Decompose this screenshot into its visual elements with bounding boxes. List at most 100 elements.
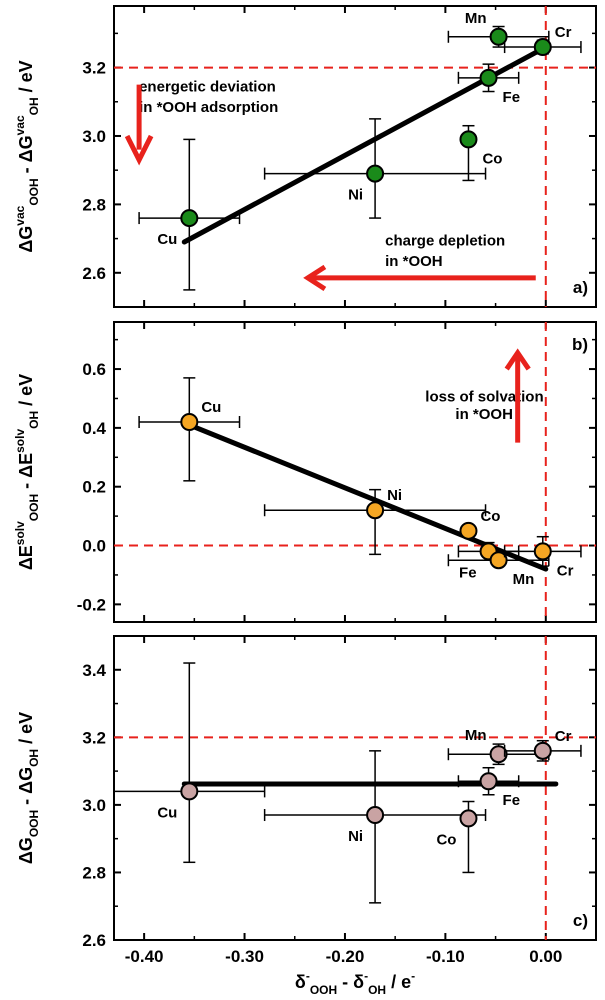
data-point <box>489 27 508 46</box>
y-label-unit: / eV <box>16 60 36 97</box>
point-label: Ni <box>387 487 402 504</box>
data-point <box>459 521 478 540</box>
data-point <box>366 806 385 825</box>
x-label-unit-sup: - <box>411 969 415 983</box>
y-label-minus: - ΔG <box>16 767 36 810</box>
annotation-text: energetic deviation <box>139 79 276 96</box>
plot-frame <box>113 321 597 623</box>
data-point <box>489 551 508 570</box>
y-label-sup: vac <box>13 115 27 135</box>
x-tick-label: -0.20 <box>326 947 365 966</box>
point-label: Fe <box>503 792 521 809</box>
y-axis-label: ΔEsolvOOH - ΔEsolvOH / eV <box>13 374 41 570</box>
arrow-head <box>504 348 531 371</box>
y-tick-label: 3.4 <box>82 661 106 680</box>
y-label-minus: - ΔG <box>16 135 36 178</box>
data-point <box>180 209 199 228</box>
point-label: Cr <box>555 24 572 41</box>
data-point <box>479 772 498 791</box>
data-point <box>180 413 199 431</box>
y-tick-label: 0.4 <box>82 419 106 438</box>
y-label-minus: - ΔE <box>16 453 36 494</box>
y-tick-label: 0.2 <box>82 478 106 497</box>
x-label-sub: OH <box>368 983 386 997</box>
y-label-sup: solv <box>13 521 27 545</box>
panel-label: b) <box>572 335 588 354</box>
y-tick-label: 2.6 <box>82 264 106 283</box>
point-label: Cu <box>201 399 221 416</box>
annotation-text: loss of solvation <box>425 388 543 405</box>
x-axis-group: -0.40 -0.30 -0.20 -0.10 0.00δ-OOH - δ-OH / e… <box>125 947 563 997</box>
point-label: Co <box>436 831 456 848</box>
y-tick-label: -0.2 <box>77 595 106 614</box>
data-point <box>459 130 478 149</box>
data-point <box>366 164 385 183</box>
annotation-text: in *OOH adsorption <box>139 99 278 116</box>
data-point <box>533 38 552 57</box>
point-label: Mn <box>465 727 487 744</box>
point-label: Cu <box>157 804 177 821</box>
panel-label: a) <box>573 278 588 297</box>
panel-label: c) <box>573 911 588 930</box>
point-label: Fe <box>459 564 477 581</box>
arrow-head <box>303 264 327 292</box>
y-label-unit: / eV <box>16 712 36 749</box>
data-point <box>489 745 508 764</box>
annotation-text: in *OOH <box>385 253 443 270</box>
y-axis-label: ΔGOOH - ΔGOH / eV <box>16 712 41 864</box>
x-label-sub: OOH <box>310 983 337 997</box>
y-label-main: ΔG <box>16 226 36 253</box>
point-label: Ni <box>348 187 363 204</box>
point-label: Ni <box>348 828 363 845</box>
x-label-main: δ <box>295 972 306 992</box>
y-label-sub: OH <box>27 749 41 767</box>
data-point <box>533 741 552 760</box>
y-label-sub: OOH <box>27 178 41 205</box>
y-label-main: ΔE <box>16 545 36 570</box>
y-tick-label: 2.8 <box>82 195 106 214</box>
y-tick-label: 3.0 <box>82 127 106 146</box>
y-tick-label: 0.0 <box>82 537 106 556</box>
y-tick-label: 0.6 <box>82 360 106 379</box>
y-axis-label: ΔGvacOOH - ΔGvacOH / eV <box>13 60 41 252</box>
data-point <box>180 782 199 801</box>
x-label-sup: - <box>364 969 368 983</box>
data-point <box>366 501 385 520</box>
panels-group: 2.6 2.8 3.0 3.2 Cu Ni Co Fe Mn Cr energetic deviat… <box>13 5 597 950</box>
y-tick-label: 3.0 <box>82 796 106 815</box>
y-tick-label: 2.8 <box>82 863 106 882</box>
annotation-text: charge depletion <box>385 232 505 249</box>
annotation-text: in *OOH <box>455 406 513 423</box>
plot-frame <box>113 5 597 308</box>
point-label: Cr <box>557 562 574 579</box>
x-tick-label: -0.40 <box>125 947 164 966</box>
x-label-sup: - <box>306 969 310 983</box>
y-label-sub: OH <box>27 97 41 115</box>
panel-3: 2.6 2.8 3.0 3.2 3.4 Cu Ni Co Fe Mn Cr c) ΔGOOH - ΔGO… <box>16 635 597 950</box>
y-tick-label: 2.6 <box>82 931 106 950</box>
x-tick-label: -0.30 <box>225 947 264 966</box>
y-tick-label: 3.2 <box>82 59 106 78</box>
y-label-sub: OH <box>27 411 41 429</box>
y-label-sub: OOH <box>27 494 41 521</box>
point-label: Mn <box>465 10 487 27</box>
x-label-minus: - δ <box>337 972 364 992</box>
panel-2: -0.2 0.0 0.2 0.4 0.6 Cu Ni Co Fe Mn Cr loss of solv… <box>13 321 597 623</box>
x-label-unit: / e <box>386 972 411 992</box>
point-label: Cu <box>157 231 177 248</box>
y-label-sub: OOH <box>27 810 41 837</box>
data-point <box>459 809 478 828</box>
point-label: Mn <box>513 571 535 588</box>
arrow-head <box>124 134 154 166</box>
y-tick-label: 3.2 <box>82 728 106 747</box>
point-label: Co <box>482 150 502 167</box>
x-axis-label: δ-OOH - δ-OH / e- <box>295 969 415 997</box>
panel-1: 2.6 2.8 3.0 3.2 Cu Ni Co Fe Mn Cr energetic deviat… <box>13 5 597 308</box>
data-point <box>479 68 498 87</box>
y-label-sup: solv <box>13 429 27 453</box>
point-label: Cr <box>555 728 572 745</box>
y-label-main: ΔG <box>16 837 36 864</box>
y-label-sup: vac <box>13 205 27 225</box>
y-label-unit: / eV <box>16 374 36 411</box>
